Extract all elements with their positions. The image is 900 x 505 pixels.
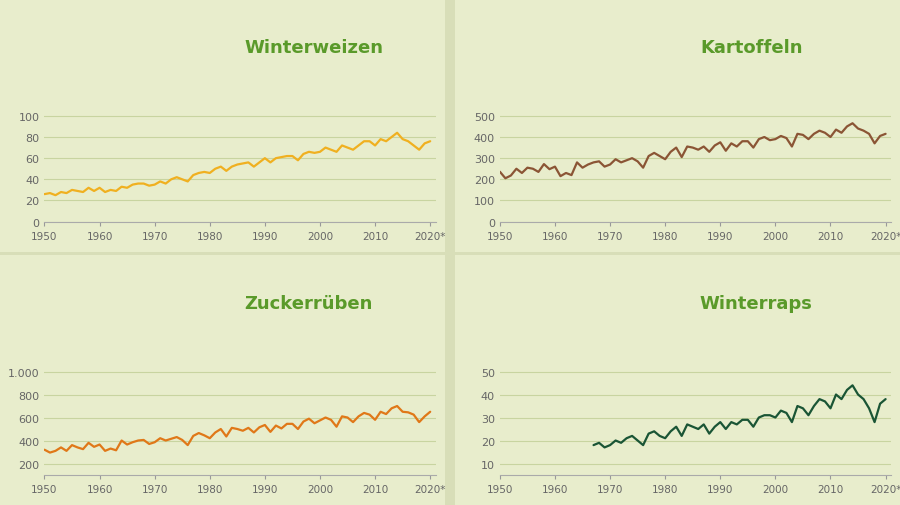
Text: Zuckerrüben: Zuckerrüben <box>245 294 373 312</box>
Text: Winterweizen: Winterweizen <box>245 39 383 57</box>
Text: Kartoffeln: Kartoffeln <box>700 39 803 57</box>
Text: Winterraps: Winterraps <box>700 294 813 312</box>
